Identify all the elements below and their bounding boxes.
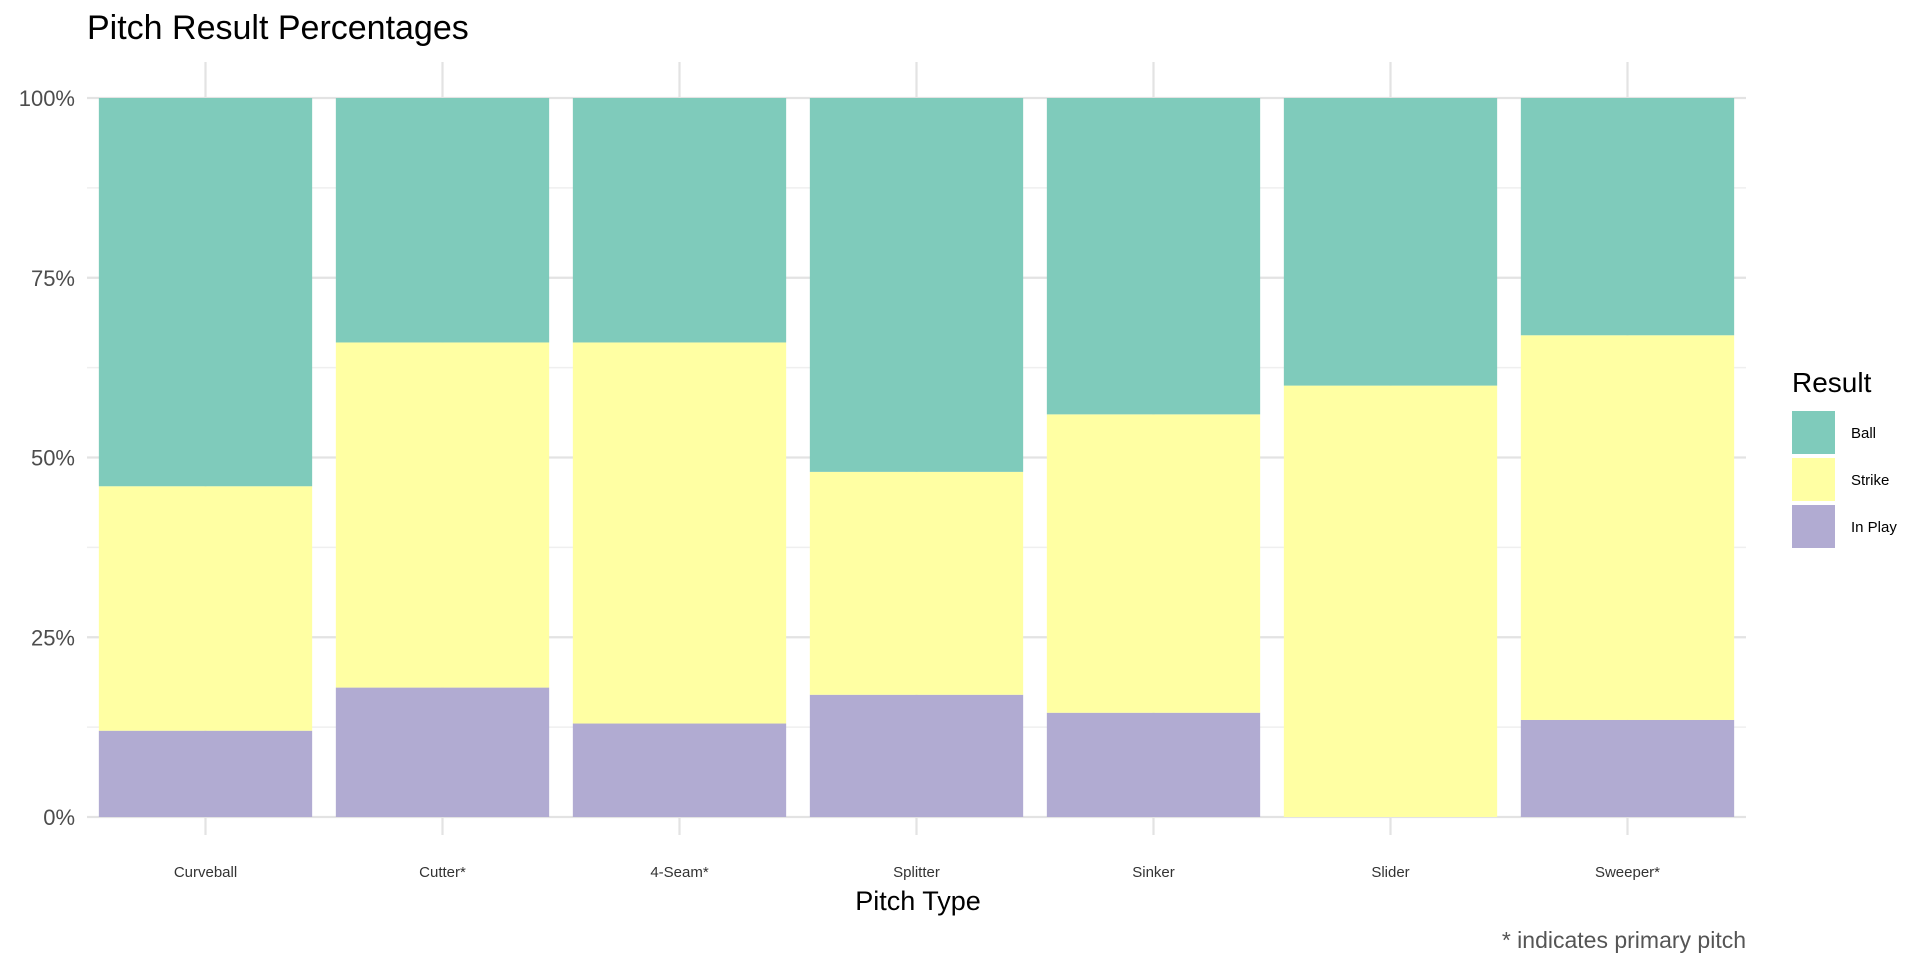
y-tick-label: 50% bbox=[31, 446, 75, 471]
y-axis-ticks: 0% 25% 50% 75% 100% bbox=[19, 86, 75, 830]
legend: Result Ball Strike In Play bbox=[1792, 367, 1897, 548]
chart-title: Pitch Result Percentages bbox=[87, 9, 469, 47]
bar-strike-0 bbox=[98, 486, 313, 731]
bar-strike-6 bbox=[1520, 335, 1735, 720]
y-tick-label: 100% bbox=[19, 86, 75, 111]
bar-in-play-2 bbox=[572, 723, 787, 817]
x-tick-label: Curveball bbox=[174, 864, 237, 881]
legend-key-strike bbox=[1792, 458, 1835, 501]
x-tick-label: Sinker bbox=[1132, 864, 1175, 881]
bar-strike-2 bbox=[572, 342, 787, 724]
bar-ball-5 bbox=[1283, 98, 1498, 386]
bar-ball-3 bbox=[809, 98, 1024, 472]
legend-label: Ball bbox=[1851, 425, 1876, 442]
y-tick-label: 75% bbox=[31, 266, 75, 291]
bar-ball-1 bbox=[335, 98, 550, 343]
legend-key-in-play bbox=[1792, 505, 1835, 548]
y-tick-label: 25% bbox=[31, 625, 75, 650]
bar-strike-5 bbox=[1283, 385, 1498, 817]
bar-in-play-1 bbox=[335, 687, 550, 817]
bar-ball-6 bbox=[1520, 98, 1735, 336]
bar-in-play-6 bbox=[1520, 719, 1735, 817]
bar-ball-0 bbox=[98, 98, 313, 487]
bar-ball-4 bbox=[1046, 98, 1261, 415]
legend-title: Result bbox=[1792, 367, 1872, 398]
bar-in-play-3 bbox=[809, 694, 1024, 817]
bar-in-play-4 bbox=[1046, 712, 1261, 817]
y-tick-label: 0% bbox=[43, 805, 75, 830]
legend-label: Strike bbox=[1851, 472, 1889, 489]
x-axis-title: Pitch Type bbox=[855, 886, 981, 916]
legend-key-ball bbox=[1792, 411, 1835, 454]
bar-in-play-0 bbox=[98, 730, 313, 817]
x-tick-label: 4-Seam* bbox=[650, 864, 709, 881]
bars bbox=[98, 98, 1735, 817]
x-tick-label: Slider bbox=[1371, 864, 1409, 881]
chart-caption: * indicates primary pitch bbox=[1502, 927, 1746, 953]
bar-strike-3 bbox=[809, 471, 1024, 695]
x-tick-label: Cutter* bbox=[419, 864, 466, 881]
x-axis-ticks: Curveball Cutter* 4-Seam* Splitter Sinker Sli… bbox=[174, 864, 1660, 881]
bar-ball-2 bbox=[572, 98, 787, 343]
x-tick-label: Sweeper* bbox=[1595, 864, 1660, 881]
x-tick-label: Splitter bbox=[893, 864, 940, 881]
bar-strike-4 bbox=[1046, 414, 1261, 713]
legend-label: In Play bbox=[1851, 519, 1897, 536]
bar-strike-1 bbox=[335, 342, 550, 688]
